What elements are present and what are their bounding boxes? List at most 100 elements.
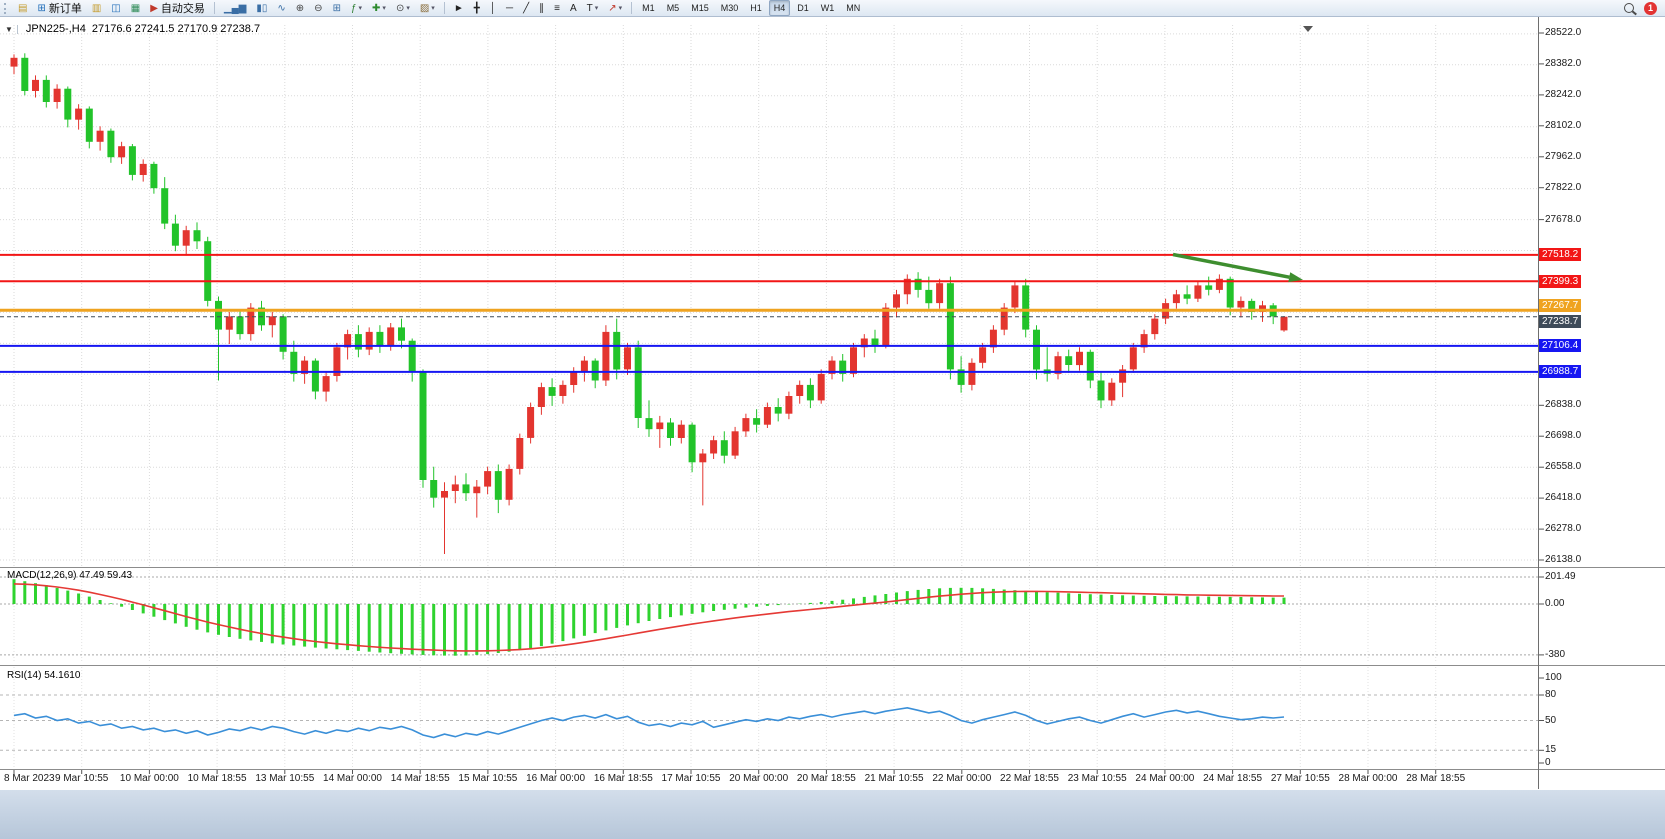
- macd-axis-label: 0.00: [1545, 598, 1565, 609]
- horizontal-line-icon: ─: [506, 2, 514, 14]
- rsi-axis-label: 100: [1545, 672, 1562, 683]
- cursor-icon[interactable]: ►: [450, 0, 468, 17]
- toolbar-separator: [443, 2, 445, 14]
- rsi-line: [13, 706, 1285, 739]
- price-axis-label: 26418.0: [1545, 492, 1582, 504]
- time-axis-label: 22 Mar 00:00: [932, 773, 992, 784]
- timeframe-M15-button[interactable]: M15: [691, 3, 709, 13]
- price-level-tag[interactable]: 27399.3: [1539, 274, 1582, 288]
- line-chart-icon: ∿: [277, 2, 286, 14]
- macd-axis-label: 201.49: [1545, 571, 1576, 582]
- time-axis-label: 14 Mar 18:55: [390, 773, 450, 784]
- periods-icon[interactable]: ⊙ ▾: [392, 0, 414, 17]
- chart-shift-marker[interactable]: [1303, 26, 1313, 32]
- dropdown-caret-icon[interactable]: ▾: [358, 5, 363, 12]
- taskbar-area: [0, 790, 1665, 839]
- trendline-icon[interactable]: ╱: [519, 0, 533, 17]
- time-axis-label: 15 Mar 10:55: [458, 773, 518, 784]
- timeframe-M5-button[interactable]: M5: [666, 3, 680, 13]
- fibonacci-icon[interactable]: ≡: [550, 0, 564, 17]
- crosshair-icon[interactable]: ╋: [470, 0, 484, 17]
- line-chart-icon[interactable]: ∿: [273, 0, 289, 17]
- indicators-icon: ƒ: [350, 2, 357, 14]
- time-axis-label: 16 Mar 00:00: [526, 773, 586, 784]
- rsi-axis-label: 0: [1545, 757, 1551, 768]
- trendline-icon: ╱: [523, 2, 530, 14]
- current-price-tag[interactable]: 27238.7: [1539, 314, 1582, 328]
- autotrading-button: ▶: [150, 2, 158, 14]
- timeframe-M1-button[interactable]: M1: [642, 3, 655, 13]
- symbol-period-label: JPN225-,H4: [25, 23, 86, 35]
- candlestick-chart-icon[interactable]: ▮▯: [252, 0, 271, 17]
- dropdown-caret-icon[interactable]: ▾: [382, 5, 386, 12]
- tile-windows-icon[interactable]: ⊞: [329, 0, 345, 17]
- price-axis-label: 27678.0: [1545, 213, 1582, 225]
- profiles-icon[interactable]: ▥: [88, 0, 105, 17]
- templates-icon[interactable]: ▨ ▾: [416, 0, 439, 17]
- time-axis-label: 24 Mar 18:55: [1203, 773, 1263, 784]
- bar-chart-icon[interactable]: ▁▄▆: [220, 0, 250, 17]
- new-order-button: ⊞: [37, 2, 46, 14]
- time-axis-label: 13 Mar 10:55: [255, 773, 315, 784]
- fibonacci-icon: ≡: [554, 2, 560, 14]
- add-indicator-icon[interactable]: ✚ ▾: [368, 0, 390, 17]
- trend-arrow[interactable]: [1172, 252, 1303, 283]
- dropdown-caret-icon[interactable]: ▾: [406, 5, 410, 12]
- zoom-out-icon: ⊖: [314, 2, 323, 14]
- main-toolbar: ▤ ⊞ 新订单 ▥ ◫ ▦ ▶ 自动交易 ▁▄▆ ▮▯ ∿ ⊕ ⊖ ⊞ ƒ ▾ ✚ ▾ ⊙ ▾ ▨ ▾ ► ╋ │ ─ ╱ ∥ ≡ A T ▾…: [0, 0, 1665, 17]
- timeframe-H4-button[interactable]: H4: [768, 0, 791, 16]
- candlestick-chart-icon: ▮▯: [256, 2, 268, 14]
- channel-icon[interactable]: ∥: [535, 0, 548, 17]
- rsi-axis-label: 80: [1545, 689, 1557, 700]
- chevron-down-icon[interactable]: ▼: [5, 24, 18, 34]
- price-level-tag[interactable]: 27267.7: [1539, 299, 1582, 313]
- notification-badge[interactable]: 1: [1644, 1, 1657, 15]
- market-watch-icon[interactable]: ◫: [107, 0, 124, 17]
- toolbar-grip: [4, 2, 9, 14]
- timeframe-W1-button[interactable]: W1: [820, 3, 835, 13]
- chart-title: ▼ JPN225-,H4 27176.6 27241.5 27170.9 272…: [5, 23, 260, 35]
- time-axis-label: 17 Mar 10:55: [661, 773, 721, 784]
- text-label-icon[interactable]: T ▾: [583, 0, 603, 17]
- timeframe-MN-button[interactable]: MN: [846, 3, 861, 13]
- price-level-tag[interactable]: 27518.2: [1539, 248, 1582, 262]
- time-axis-label: 16 Mar 18:55: [593, 773, 653, 784]
- data-window-icon[interactable]: ▦: [127, 0, 144, 17]
- autotrading-button[interactable]: ▶ 自动交易: [150, 2, 205, 16]
- dropdown-caret-icon[interactable]: ▾: [431, 5, 435, 12]
- text-label-icon: T: [586, 2, 593, 14]
- text-icon[interactable]: A: [566, 0, 581, 17]
- search-icon[interactable]: [1624, 3, 1634, 13]
- rsi-indicator-label: RSI(14) 54.1610: [7, 670, 81, 681]
- time-axis-label: 22 Mar 18:55: [1000, 773, 1059, 784]
- timeframe-H1-button[interactable]: H1: [750, 3, 762, 13]
- vertical-line-icon[interactable]: │: [486, 0, 500, 17]
- rsi-axis-label: 15: [1545, 744, 1557, 756]
- new-order-button[interactable]: ⊞ 新订单: [37, 2, 82, 16]
- timeframe-M30-button[interactable]: M30: [720, 3, 739, 13]
- time-axis-label: 9 Mar 10:55: [55, 773, 109, 784]
- horizontal-line-icon[interactable]: ─: [502, 0, 517, 17]
- candles-layer: [10, 53, 1288, 554]
- new-chart-icon[interactable]: ▤: [14, 0, 31, 17]
- market-watch-icon: ◫: [111, 2, 121, 14]
- price-axis-label: 28102.0: [1545, 119, 1582, 131]
- time-axis-label: 14 Mar 00:00: [323, 773, 382, 784]
- dropdown-caret-icon[interactable]: ▾: [618, 5, 623, 12]
- timeframe-D1-button[interactable]: D1: [797, 3, 809, 13]
- tile-windows-icon: ⊞: [332, 2, 341, 14]
- price-level-tag[interactable]: 27106.4: [1539, 339, 1582, 353]
- zoom-in-icon[interactable]: ⊕: [292, 0, 308, 17]
- price-level-tag[interactable]: 26988.7: [1539, 365, 1582, 379]
- arrows-icon[interactable]: ↗ ▾: [604, 0, 626, 17]
- time-axis-label: 24 Mar 00:00: [1135, 773, 1195, 784]
- zoom-out-icon[interactable]: ⊖: [310, 0, 326, 17]
- dropdown-caret-icon[interactable]: ▾: [594, 5, 599, 12]
- toolbar-separator: [631, 2, 633, 14]
- channel-icon: ∥: [539, 2, 545, 14]
- macd-indicator-label: MACD(12,26,9) 47.49 59.43: [7, 570, 133, 581]
- indicators-icon[interactable]: ƒ ▾: [347, 0, 366, 17]
- periods-icon: ⊙: [395, 2, 405, 14]
